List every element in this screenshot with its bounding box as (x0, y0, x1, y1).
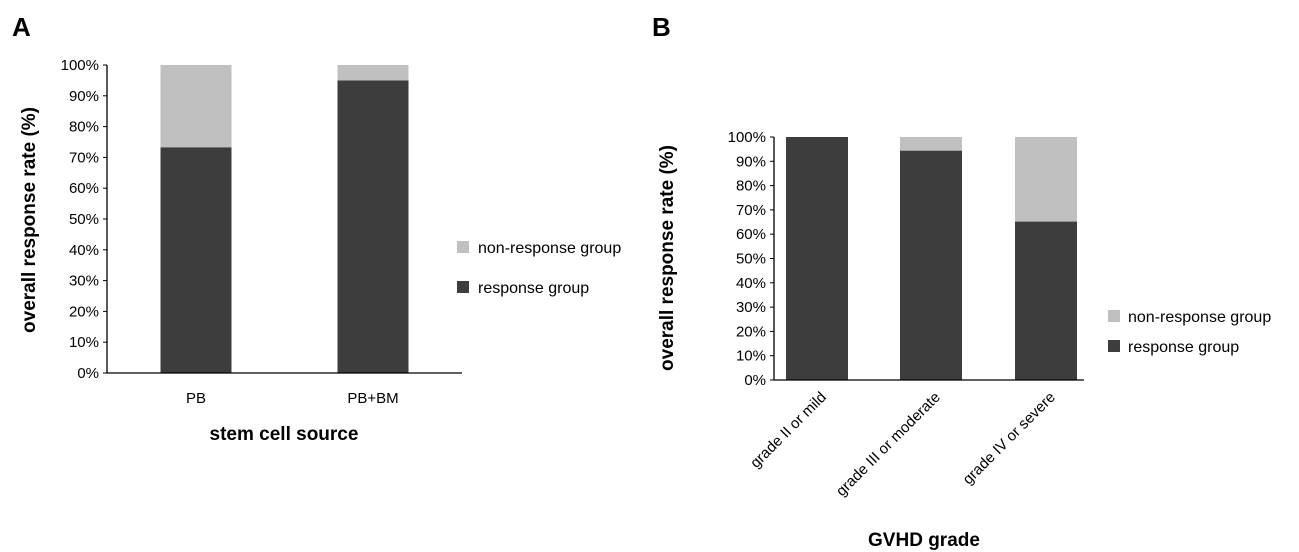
panel-b-y-tick-label: 10% (736, 348, 766, 365)
panel-b-y-tick-label: 30% (736, 299, 766, 316)
panel-a-x-ticks: PB PB+BM (186, 390, 399, 407)
panel-b-bar-response (786, 137, 848, 380)
panel-b-bar-response (1015, 221, 1077, 380)
panel-b-bars (786, 137, 1077, 380)
panel-b-y-tick-label: 80% (736, 178, 766, 195)
panel-a-label: A (12, 12, 31, 42)
panel-a-y-tick-label: 10% (69, 334, 99, 351)
panel-a-legend-swatch-response (457, 281, 469, 293)
panel-b-y-tick-label: 60% (736, 226, 766, 243)
panel-b-y-tick-label: 70% (736, 202, 766, 219)
panel-a-bar-response (160, 147, 232, 373)
panel-b-x-tick-label: grade IV or severe (960, 389, 1059, 488)
panel-a-x-axis-title: stem cell source (210, 424, 359, 445)
panel-b-legend-swatch-non-response (1108, 310, 1120, 322)
panel-a-bar-non-response (160, 65, 232, 148)
panel-b-legend-label-non-response: non-response group (1128, 309, 1271, 326)
panel-a-y-ticks: 0% 10% 20% 30% 40% 50% 60% 70% 80% 90% 100% (61, 57, 107, 382)
panel-a-bar-response (337, 80, 409, 374)
panel-b-y-axis-title: overall response rate (%) (657, 145, 678, 371)
panel-a-y-tick-label: 80% (69, 119, 99, 136)
panel-b-bar-non-response (900, 137, 962, 151)
panel-b-y-tick-label: 20% (736, 323, 766, 340)
panel-a-legend-label-response: response group (478, 280, 589, 297)
panel-a-y-tick-label: 90% (69, 88, 99, 105)
panel-a-x-tick-label: PB+BM (347, 390, 398, 407)
panel-a-y-tick-label: 60% (69, 180, 99, 197)
panel-a-y-tick-label: 50% (69, 211, 99, 228)
panel-a-y-tick-label: 30% (69, 273, 99, 290)
panel-a-y-axis-title: overall response rate (%) (19, 107, 40, 333)
panel-a-legend: non-response group response group (457, 240, 621, 297)
panel-b-legend-label-response: response group (1128, 339, 1239, 356)
panel-a: A overall response rate (%) 0% 10% 20% 30% 4… (12, 12, 621, 445)
panel-a-bars (160, 65, 409, 374)
panel-a-y-tick-label: 70% (69, 149, 99, 166)
panel-b-x-tick-label: grade II or mild (747, 389, 830, 472)
panel-b-y-tick-label: 90% (736, 153, 766, 170)
panel-b-y-tick-label: 50% (736, 251, 766, 268)
panel-b-y-ticks: 0% 10% 20% 30% 40% 50% 60% 70% 80% 90% 100% (728, 129, 774, 389)
panel-b-y-tick-label: 40% (736, 275, 766, 292)
panel-a-y-tick-label: 20% (69, 303, 99, 320)
panel-a-legend-label-non-response: non-response group (478, 240, 621, 257)
panel-b-x-ticks: grade II or mild grade III or moderate gra… (747, 389, 1059, 500)
panel-a-x-tick-label: PB (186, 390, 206, 407)
panel-b-x-tick-label: grade III or moderate (833, 389, 944, 500)
panel-a-y-tick-label: 40% (69, 242, 99, 259)
panel-b-y-tick-label: 0% (744, 372, 766, 389)
panel-b-bar-non-response (1015, 137, 1077, 222)
panel-b-legend-swatch-response (1108, 340, 1120, 352)
panel-a-y-tick-label: 0% (77, 365, 99, 382)
panel-b: B overall response rate (%) 0% 10% 20% 30% 4… (652, 12, 1271, 551)
panel-a-bar-non-response (337, 65, 409, 81)
panel-a-legend-swatch-non-response (457, 241, 469, 253)
panel-b-y-tick-label: 100% (728, 129, 766, 146)
panel-b-bar-response (900, 150, 962, 380)
panel-a-y-tick-label: 100% (61, 57, 99, 74)
panel-b-label: B (652, 12, 671, 42)
panel-b-legend: non-response group response group (1108, 309, 1271, 356)
panel-b-x-axis-title: GVHD grade (868, 530, 980, 551)
